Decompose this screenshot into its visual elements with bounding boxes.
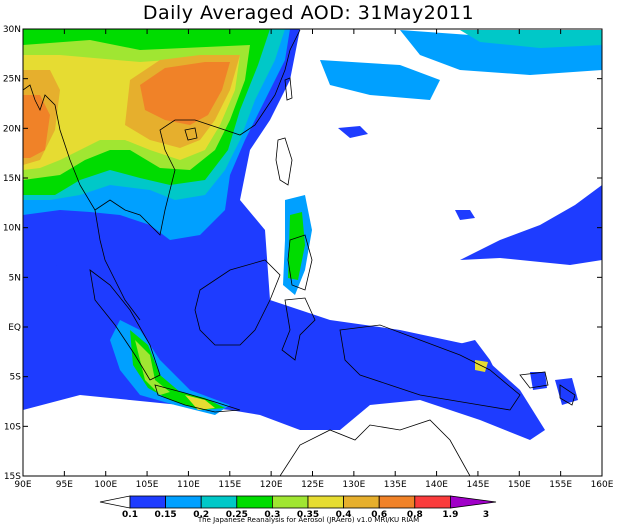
colorbar-label: 0.2 [193,510,209,520]
aod-region-blue-sol [555,378,578,405]
lat-tick-label: 10S [4,422,21,432]
colorbar-segment [165,495,202,509]
colorbar-segment [414,495,451,509]
lon-tick-label: 90E [14,480,31,490]
aod-region-blue-east [460,185,602,265]
coast-newguinea [339,324,521,411]
aod-region-green-java [130,330,225,410]
aod-region-blue-west [23,215,110,270]
coast-sumatra [89,269,161,381]
lat-tick-label: 10N [3,224,21,234]
coast-solomon [559,384,576,406]
coast-hainan [184,127,198,141]
aod-colorbar: 0.1 0.15 0.2 0.25 0.3 0.35 0.4 0.6 0.8 1.9 3 [99,495,497,520]
aod-region-blue-png [455,340,500,380]
colorbar-label: 0.35 [297,510,319,520]
colorbar-segment [236,495,273,509]
aod-region-cyan-east [460,30,602,48]
lat-tick-label: 5N [9,273,21,283]
aod-region-blue-small [338,126,368,138]
lon-tick-label: 125E [301,480,324,490]
lat-axis: 30N 25N 20N 15N 10N 5N EQ 5S 10S 15S [3,25,21,482]
colorbar-segment [307,495,344,509]
colorbar-label: 0.15 [154,510,176,520]
colorbar-segment [343,495,380,509]
coast-borneo [194,259,281,346]
colorbar-label: 0.6 [371,510,387,520]
lon-tick-label: 155E [549,480,572,490]
colorbar-label: 0.4 [336,510,352,520]
coast-australia [279,419,471,476]
lon-tick-label: 120E [260,480,283,490]
aod-region-lightblue-mid [320,60,440,100]
lon-tick-label: 160E [591,480,614,490]
coastlines [23,29,576,476]
colorbar-label: 0.8 [407,510,423,520]
lon-axis: 90E 95E 100E 105E 110E 115E 120E 125E 130E 135E 14… [14,480,613,490]
aod-region-green-phil [288,212,305,280]
colorbar-label: 3 [483,510,489,520]
lon-tick-label: 145E [466,480,489,490]
lon-tick-label: 95E [56,480,73,490]
aod-region-blue-small2 [455,210,475,220]
lon-tick-label: 130E [342,480,365,490]
aod-region-yellowgreen-java [135,340,170,395]
colorbar-segment [200,495,238,509]
lon-tick-label: 110E [177,480,200,490]
colorbar-label: 1.9 [442,510,458,520]
lat-tick-label: 15N [3,174,21,184]
aod-field [23,29,602,440]
lat-tick-label: 20N [3,124,21,134]
colorbar-label: 0.1 [122,510,138,520]
map-title: Daily Averaged AOD: 31May2011 [142,2,475,24]
lon-tick-label: 115E [218,480,241,490]
coast-sulawesi [281,297,316,361]
coast-luzon [275,137,293,186]
colorbar-segment [271,495,309,509]
colorbar-low-end [99,495,131,509]
coast-newbritain [519,371,549,389]
lon-tick-label: 105E [136,480,159,490]
credit-line: The Japanese Reanalysis for Aerosol (JRA… [197,516,420,524]
aod-region-orange-west [23,95,50,158]
coast-mainland [23,29,301,321]
coast-mindanao [287,234,313,291]
lat-tick-label: 5S [10,373,22,383]
colorbar-segment [129,495,166,509]
coast-taiwan [284,77,293,101]
lon-tick-label: 150E [508,480,531,490]
lat-tick-label: 30N [3,25,21,35]
aod-region-orange-china [140,62,230,125]
lon-tick-label: 135E [384,480,407,490]
colorbar-segment [378,495,416,509]
colorbar-label: 0.25 [226,510,248,520]
coast-java [154,384,241,413]
lat-tick-label: 25N [3,75,21,85]
lat-tick-label: EQ [8,323,21,333]
aod-region-yellow-java [185,395,215,410]
axis-ticks [22,28,603,477]
lat-tick-label: 15S [4,472,21,482]
lon-tick-label: 140E [425,480,448,490]
lon-tick-label: 100E [94,480,117,490]
colorbar-segment [449,495,497,509]
colorbar-label: 0.3 [264,510,280,520]
